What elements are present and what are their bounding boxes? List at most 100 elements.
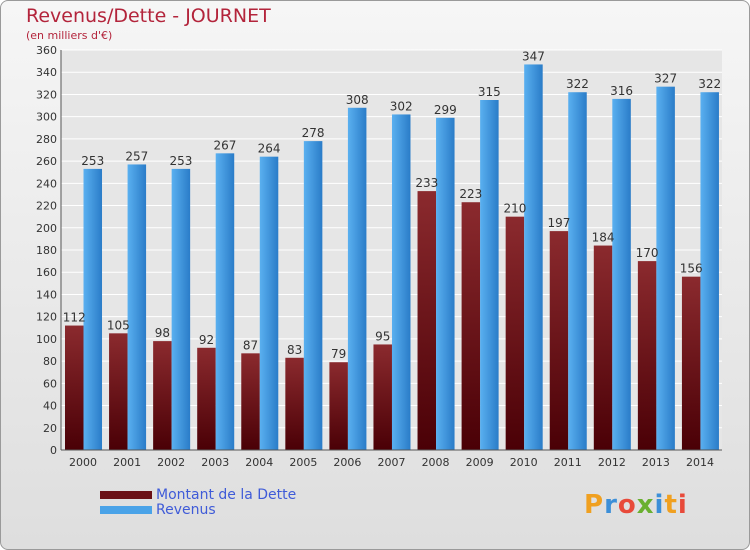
value-label-revenue: 299 <box>434 103 457 117</box>
y-axis-ticks: 0 20 40 60 80 100 120 140 160 180 200 220 240 260 280 3… <box>36 44 57 457</box>
bar-debt <box>637 261 657 450</box>
legend-label-revenue: Revenus <box>156 501 216 518</box>
value-label-debt: 210 <box>503 202 526 216</box>
y-tick-label: 40 <box>43 400 57 413</box>
y-tick-label: 220 <box>36 200 57 213</box>
bar-revenue <box>480 100 499 450</box>
y-tick-label: 140 <box>36 288 57 301</box>
bar-debt <box>593 245 613 450</box>
x-tick-label: 2008 <box>422 456 450 469</box>
y-tick-label: 340 <box>36 66 57 79</box>
value-label-revenue: 253 <box>81 154 104 168</box>
value-label-debt: 233 <box>415 176 438 190</box>
y-tick-label: 80 <box>43 355 57 368</box>
value-label-revenue: 316 <box>610 84 633 98</box>
value-label-debt: 170 <box>636 246 659 260</box>
value-label-debt: 87 <box>243 338 258 352</box>
value-label-debt: 184 <box>592 231 615 245</box>
bar-debt <box>329 362 348 450</box>
value-label-debt: 105 <box>107 318 130 332</box>
value-label-debt: 197 <box>548 216 571 230</box>
bar-debt <box>461 202 481 450</box>
y-tick-label: 300 <box>36 111 57 124</box>
bar-revenue <box>215 153 235 451</box>
bar-revenue <box>436 117 455 451</box>
proxiti-logo: Proxiti <box>584 490 688 520</box>
x-tick-label: 2013 <box>642 456 670 469</box>
x-tick-label: 2000 <box>69 456 97 469</box>
bar-revenue <box>568 92 587 450</box>
value-label-debt: 223 <box>459 187 482 201</box>
value-label-debt: 95 <box>375 329 390 343</box>
value-label-revenue: 315 <box>478 85 501 99</box>
x-axis-ticks: 2000 2001 2002 2003 2004 2005 2006 2007 2008 2009… <box>69 456 714 469</box>
x-tick-label: 2003 <box>201 456 229 469</box>
legend-item-debt: Montant de la Dette <box>100 486 297 503</box>
bar-revenue <box>83 168 103 450</box>
x-tick-label: 2002 <box>157 456 185 469</box>
bar-debt <box>549 231 569 450</box>
y-tick-label: 20 <box>43 422 57 435</box>
value-label-revenue: 264 <box>258 142 281 156</box>
x-tick-label: 2005 <box>289 456 317 469</box>
bar-debt <box>153 341 172 450</box>
bar-revenue <box>656 86 675 451</box>
value-label-debt: 112 <box>63 311 86 325</box>
bar-revenue <box>391 114 411 450</box>
y-tick-label: 320 <box>36 88 57 101</box>
chart-subtitle: (en milliers d'€) <box>26 29 113 42</box>
y-tick-label: 60 <box>43 377 57 390</box>
x-tick-label: 2014 <box>686 456 714 469</box>
y-tick-label: 0 <box>50 444 57 457</box>
legend-swatch-revenue <box>100 505 152 514</box>
value-label-revenue: 267 <box>214 138 237 152</box>
y-tick-label: 120 <box>36 311 57 324</box>
y-tick-label: 100 <box>36 333 57 346</box>
y-tick-label: 360 <box>36 44 57 57</box>
value-labels: 112 253 105 257 98 253 92 267 87 264 83 278 79 308 95 3… <box>63 49 721 361</box>
bar-revenue <box>612 98 631 450</box>
bar-revenue <box>303 141 323 450</box>
bar-debt <box>241 353 260 450</box>
value-label-revenue: 322 <box>566 77 589 91</box>
value-label-revenue: 257 <box>125 149 148 163</box>
bar-revenue <box>127 164 147 450</box>
bar-debt <box>505 216 525 450</box>
value-label-revenue: 322 <box>698 77 721 91</box>
bar-debt <box>65 325 84 450</box>
bar-revenue <box>259 156 279 450</box>
legend-swatch-debt <box>100 490 152 499</box>
bar-revenue <box>700 92 719 450</box>
bars <box>65 64 719 451</box>
legend-item-revenue: Revenus <box>100 501 296 518</box>
x-tick-label: 2009 <box>466 456 494 469</box>
bar-debt <box>109 333 128 450</box>
value-label-debt: 83 <box>287 343 302 357</box>
legend: Montant de la Dette Revenus <box>100 486 297 518</box>
value-label-revenue: 308 <box>346 93 369 107</box>
y-tick-label: 260 <box>36 155 57 168</box>
y-tick-label: 200 <box>36 222 57 235</box>
value-label-debt: 156 <box>680 262 703 276</box>
x-tick-label: 2011 <box>554 456 582 469</box>
x-tick-label: 2001 <box>113 456 141 469</box>
chart-title: Revenus/Dette - JOURNET <box>26 5 271 27</box>
bar-debt <box>373 344 392 450</box>
bar-debt <box>197 347 216 450</box>
y-tick-label: 280 <box>36 133 57 146</box>
value-label-debt: 79 <box>331 347 346 361</box>
x-tick-label: 2004 <box>245 456 273 469</box>
y-tick-label: 160 <box>36 266 57 279</box>
bar-revenue <box>347 107 367 451</box>
legend-label-debt: Montant de la Dette <box>156 486 297 503</box>
bar-revenue <box>171 168 191 450</box>
value-label-revenue: 347 <box>522 49 545 63</box>
x-tick-label: 2010 <box>510 456 538 469</box>
bar-debt <box>417 191 437 450</box>
bar-debt <box>681 276 701 450</box>
x-tick-label: 2012 <box>598 456 626 469</box>
y-tick-label: 240 <box>36 177 57 190</box>
value-label-revenue: 302 <box>390 99 413 113</box>
value-label-debt: 98 <box>155 326 170 340</box>
